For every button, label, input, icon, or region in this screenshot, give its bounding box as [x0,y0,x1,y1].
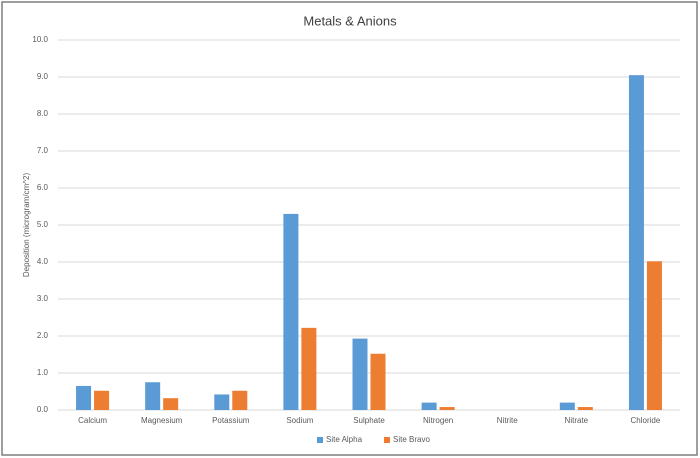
bar [421,402,437,410]
y-tick-label: 8.0 [37,109,49,118]
bar [439,407,455,410]
x-tick-label: Magnesium [141,416,183,425]
bar [301,327,317,410]
x-tick-label: Potassium [212,416,250,425]
x-tick-label: Nitrite [497,416,518,425]
y-tick-label: 3.0 [37,294,49,303]
y-tick-label: 4.0 [37,257,49,266]
bar [283,213,299,410]
x-tick-label: Nitrate [565,416,589,425]
bar [370,353,386,410]
y-tick-label: 0.0 [37,405,49,414]
x-tick-label: Calcium [78,416,107,425]
x-tick-label: Sulphate [353,416,385,425]
y-tick-label: 5.0 [37,220,49,229]
legend-swatch [384,437,390,443]
y-tick-label: 6.0 [37,183,49,192]
x-tick-label: Chloride [631,416,661,425]
bar [76,385,92,410]
chart-title: Metals & Anions [303,13,397,28]
legend-swatch [317,437,323,443]
y-tick-label: 2.0 [37,331,49,340]
bar [646,261,662,410]
x-tick-label: Nitrogen [423,416,453,425]
bar [214,394,230,410]
bar [628,75,644,411]
legend-label: Site Alpha [326,435,363,444]
y-tick-label: 1.0 [37,368,49,377]
x-tick-label: Sodium [286,416,313,425]
bar [577,407,593,410]
y-axis-label: Deposition (microgram/cm^2) [22,173,31,278]
y-tick-label: 9.0 [37,72,49,81]
y-tick-label: 10.0 [32,35,48,44]
bar [145,382,161,410]
bar [94,390,110,410]
bar [352,338,368,410]
legend-label: Site Bravo [393,435,430,444]
bar [232,390,248,410]
bar [163,398,179,410]
y-tick-label: 7.0 [37,146,49,155]
bar [559,402,575,410]
